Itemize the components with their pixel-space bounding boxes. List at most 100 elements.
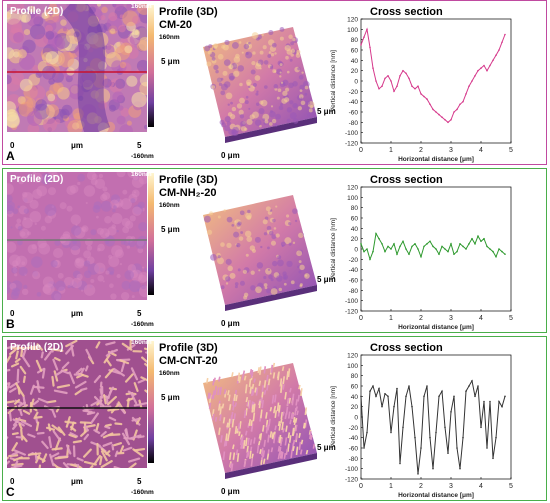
data-point — [465, 93, 467, 95]
x-axis-3d-label: 5 μm — [317, 443, 336, 452]
data-point — [378, 237, 380, 240]
plot-frame — [360, 186, 512, 312]
x-tick-label: 4 — [479, 147, 483, 154]
data-point — [393, 405, 395, 408]
y-axis-3d-label: 5 μm — [161, 393, 180, 402]
data-point — [492, 59, 494, 62]
data-point — [390, 431, 392, 434]
x-tick-label: 5 — [509, 483, 513, 490]
color-scale-bar — [148, 173, 154, 295]
axis-unit-label: μm — [71, 477, 84, 486]
data-point — [369, 390, 371, 392]
data-point — [414, 436, 416, 439]
data-point — [390, 248, 392, 250]
x-tick-label: 0 — [359, 147, 363, 154]
data-point — [411, 85, 413, 87]
y-tick-label: 40 — [351, 394, 359, 401]
y-tick-label: -20 — [349, 257, 359, 264]
y-tick-label: 0 — [354, 79, 358, 86]
data-point — [504, 253, 506, 255]
data-point — [462, 245, 464, 248]
y-tick-label: 20 — [351, 404, 359, 411]
y-tick-label: -40 — [349, 99, 359, 106]
data-point — [468, 385, 470, 387]
data-point — [393, 243, 395, 245]
panel-letter: A — [6, 149, 15, 163]
profile-3d-title: Profile (3D) — [159, 174, 218, 186]
y-axis-3d-label: 5 μm — [161, 225, 180, 234]
data-point — [498, 248, 500, 250]
cross-section-title: Cross section — [370, 6, 443, 18]
y-tick-label: -40 — [349, 267, 359, 274]
cross-section-chart: 120 100 80 60 40 20 0 -20 -40 -60 -80 -100 -120 0 1 2 3 4… — [325, 9, 547, 164]
profile-3d-title: Profile (3D) — [159, 342, 218, 354]
data-point — [471, 237, 473, 240]
y-tick-label: 0 — [354, 415, 358, 422]
scale-top-label: 160nm — [131, 339, 152, 346]
x-tick-label: 1 — [389, 315, 393, 322]
x-tick-label: 2 — [419, 483, 423, 490]
data-point — [408, 253, 410, 255]
axis-start-label: 0 — [10, 477, 15, 486]
data-point — [399, 245, 401, 248]
y-axis-label: Vertical distance [nm] — [330, 218, 337, 280]
data-point — [480, 67, 482, 69]
data-point — [438, 253, 440, 255]
data-point — [456, 447, 458, 449]
data-point — [402, 69, 404, 72]
data-point — [471, 380, 473, 382]
data-point — [501, 250, 503, 253]
data-point — [363, 250, 365, 253]
data-point — [465, 390, 467, 392]
data-point — [438, 395, 440, 398]
data-point — [375, 395, 377, 398]
x-tick-label: 3 — [449, 315, 453, 322]
y-axis-label: Vertical distance [nm] — [330, 386, 337, 448]
profile-2d-title: Profile (2D) — [10, 342, 64, 353]
data-point — [360, 243, 362, 245]
data-point — [474, 243, 476, 245]
data-point — [396, 253, 398, 255]
data-point — [429, 436, 431, 439]
data-point — [453, 111, 455, 113]
y-tick-label: -20 — [349, 425, 359, 432]
y-tick-label: -80 — [349, 456, 359, 463]
y-tick-label: 40 — [351, 226, 359, 233]
data-point — [369, 46, 371, 49]
data-point — [435, 248, 437, 250]
data-point — [468, 243, 470, 245]
data-point — [432, 245, 434, 248]
data-point — [363, 36, 365, 38]
data-point — [456, 250, 458, 253]
data-point — [486, 447, 488, 449]
data-point — [396, 387, 398, 390]
data-point — [420, 447, 422, 449]
x-tick-label: 3 — [449, 147, 453, 154]
x-tick-label: 5 — [509, 315, 513, 322]
data-point — [432, 108, 434, 111]
data-point — [450, 411, 452, 413]
y-tick-label: 60 — [351, 384, 359, 391]
scale-bottom-label: -160nm — [131, 489, 154, 496]
data-point — [468, 85, 470, 87]
x-axis-3d-label: 5 μm — [317, 107, 336, 116]
profile-2d-title: Profile (2D) — [10, 174, 64, 185]
data-point — [387, 75, 389, 77]
y-tick-label: -100 — [345, 130, 358, 137]
data-point — [414, 243, 416, 245]
data-point — [366, 248, 368, 250]
data-point — [435, 111, 437, 113]
data-point — [423, 395, 425, 398]
data-point — [381, 405, 383, 408]
y-tick-label: -100 — [345, 298, 358, 305]
y-tick-label: -40 — [349, 435, 359, 442]
x-tick-label: 4 — [479, 483, 483, 490]
data-point — [480, 240, 482, 243]
data-point — [462, 436, 464, 439]
origin-3d-label: 0 μm — [221, 487, 240, 496]
y-tick-label: -120 — [345, 141, 358, 148]
scale-bottom-label: -160nm — [131, 321, 154, 328]
y-tick-label: 120 — [347, 17, 358, 24]
data-point — [396, 85, 398, 87]
data-point — [366, 28, 368, 31]
